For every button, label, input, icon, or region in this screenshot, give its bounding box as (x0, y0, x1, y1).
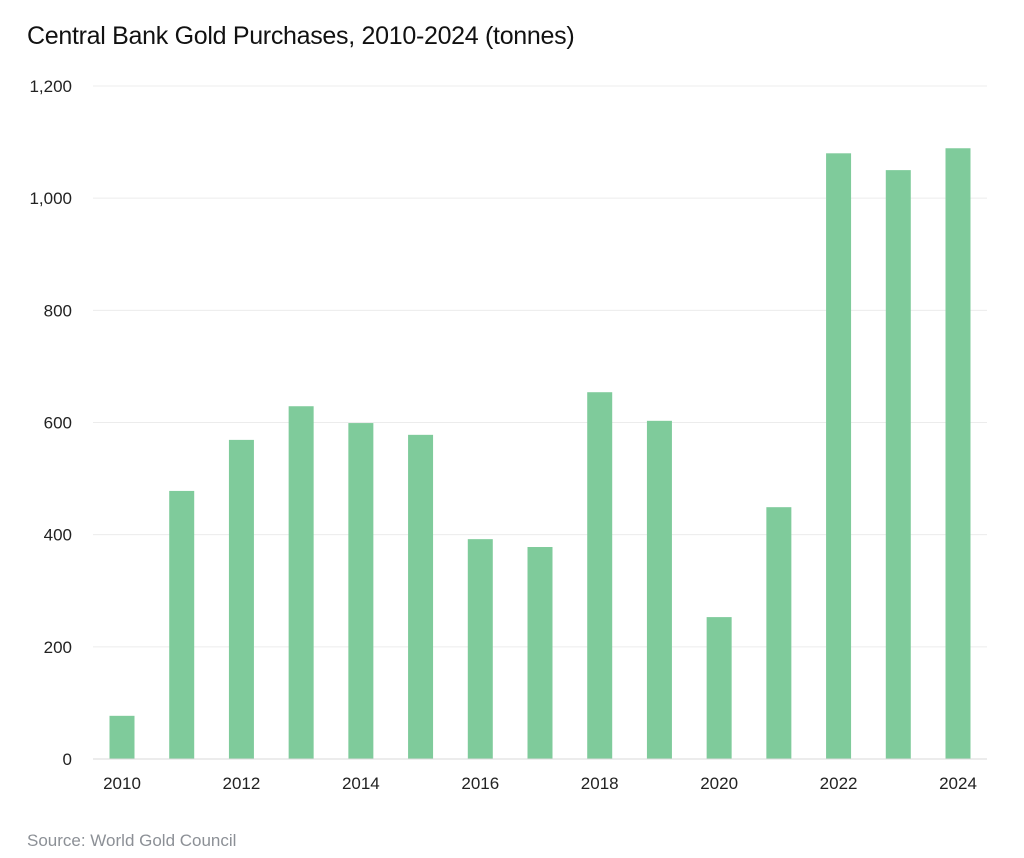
x-tick-label: 2012 (223, 774, 261, 793)
bar-2014 (348, 423, 374, 759)
chart-title: Central Bank Gold Purchases, 2010-2024 (… (27, 22, 575, 50)
x-tick-label: 2022 (820, 774, 858, 793)
bar-2015 (408, 434, 434, 759)
y-tick-label: 1,000 (29, 189, 72, 208)
bar-2023 (885, 170, 911, 759)
bar-2017 (527, 547, 553, 759)
bar-2010 (109, 715, 135, 759)
bar-2019 (646, 420, 672, 759)
bar-2022 (826, 153, 852, 760)
y-tick-label: 0 (63, 750, 72, 769)
x-tick-label: 2010 (103, 774, 141, 793)
bar-2012 (228, 439, 254, 759)
x-tick-label: 2024 (939, 774, 977, 793)
y-tick-label: 1,200 (29, 77, 72, 96)
x-tick-label: 2016 (461, 774, 499, 793)
x-tick-label: 2014 (342, 774, 380, 793)
y-tick-label: 200 (44, 638, 72, 657)
y-tick-label: 800 (44, 301, 72, 320)
bar-2020 (706, 617, 732, 759)
source-note: Source: World Gold Council (27, 831, 237, 850)
x-tick-label: 2020 (700, 774, 738, 793)
y-tick-label: 600 (44, 414, 72, 433)
bar-2018 (587, 392, 613, 759)
bar-2021 (766, 507, 792, 759)
bar-2024 (945, 148, 971, 759)
bar-2013 (288, 406, 314, 759)
x-tick-label: 2018 (581, 774, 619, 793)
bar-2016 (467, 539, 493, 759)
bar-2011 (169, 490, 195, 759)
y-tick-label: 400 (44, 526, 72, 545)
